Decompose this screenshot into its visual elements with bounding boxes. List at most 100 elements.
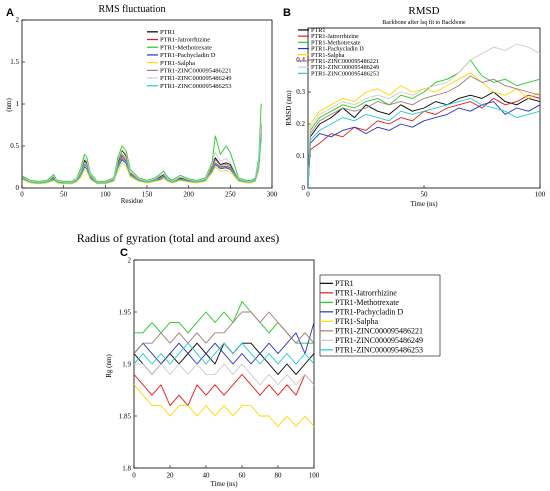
legend-box <box>319 274 441 357</box>
x-tick-label: 40 <box>203 472 211 480</box>
legend-entry: PTR1-Salpha <box>311 52 345 59</box>
legend-entry: PTR1-ZINC000095486253 <box>335 346 423 355</box>
series-line-7 <box>308 43 540 188</box>
series-line-4 <box>134 321 314 365</box>
chart-title: Radius of gyration (total and around axe… <box>77 231 280 245</box>
x-tick-label: 100 <box>535 191 546 199</box>
series-line-6 <box>22 128 262 183</box>
x-tick-label: 80 <box>275 472 283 480</box>
plot-area <box>21 19 273 189</box>
series-line-4 <box>308 101 540 188</box>
x-axis-title: Time (ns) <box>210 480 238 488</box>
chart-title: RMS fluctuation <box>99 4 166 15</box>
x-tick-label: 300 <box>267 191 278 199</box>
chart-title: RMSD <box>408 5 439 17</box>
x-tick-label: 50 <box>421 191 429 199</box>
y-tick-label: 1.95 <box>119 309 132 317</box>
series-line-2 <box>134 373 314 407</box>
legend-entry: PTR1-Jatrorrhizine <box>160 37 210 44</box>
legend: PTR1PTR1-JatrorrhizinePTR1-MethotrexateP… <box>298 27 379 77</box>
series-line-1 <box>308 91 540 188</box>
y-tick-label: 0 <box>302 184 306 192</box>
y-tick-label: 1.8 <box>122 465 131 473</box>
series-line-5 <box>22 141 262 185</box>
y-tick-label: 1.5 <box>10 58 19 66</box>
series-line-7 <box>22 120 262 183</box>
axis-ticks: 0 50 100 0 0.1 0.2 0.3 0.4 <box>296 56 546 198</box>
legend-entry: PTR1-ZINC000095486249 <box>335 336 423 345</box>
panel-rmsd: RMSD Backbone after lsq fit to Backbone … <box>285 5 546 208</box>
legend-entry: PTR1-Jatrorrhizine <box>335 289 397 298</box>
series-line-4 <box>22 137 262 184</box>
y-tick-label: 0.5 <box>10 142 19 150</box>
y-tick-label: 0.1 <box>296 152 305 160</box>
y-tick-label: 1.85 <box>119 413 132 421</box>
legend-entry: PTR1-ZINC000095486221 <box>160 68 232 75</box>
series-line-3 <box>134 301 314 344</box>
y-tick-label: 1 <box>16 100 20 108</box>
y-tick-label: 0.4 <box>296 56 305 64</box>
series-line-8 <box>308 97 540 188</box>
legend-entry: PTR1-Salpha <box>160 60 195 67</box>
plot-frame <box>307 27 541 189</box>
series-line-5 <box>308 72 540 188</box>
legend-entry: PTR1-ZINC000095486249 <box>311 64 379 71</box>
legend: PTR1PTR1-JatrorrhizinePTR1-MethotrexateP… <box>319 274 441 357</box>
legend-entry: PTR1-Methotrexate <box>160 44 212 51</box>
y-tick-label: 2 <box>128 257 132 265</box>
series-line-2 <box>22 132 262 184</box>
legend-entry: PTR1-Pachycladin D <box>311 46 364 53</box>
series-line-3 <box>22 103 262 182</box>
panel-letter-a: A <box>6 7 14 19</box>
series-line-8 <box>22 135 262 184</box>
y-axis-title: RMSD (nm) <box>285 90 293 126</box>
legend-entry: PTR1-Pachycladin D <box>160 52 216 59</box>
y-tick-label: 0 <box>16 184 20 192</box>
panel-letter-b: B <box>283 7 291 19</box>
x-tick-label: 200 <box>183 191 194 199</box>
panel-letter-c: C <box>120 247 128 259</box>
legend-entry: PTR1 <box>311 27 325 34</box>
axis-ticks: 0 50 100 150 200 250 300 0 0.5 1 1.5 2 <box>10 16 278 198</box>
x-tick-label: 20 <box>167 472 175 480</box>
series-line-7 <box>134 363 314 386</box>
x-tick-label: 100 <box>100 191 111 199</box>
x-tick-label: 0 <box>20 191 24 199</box>
x-tick-label: 250 <box>225 191 236 199</box>
x-tick-label: 0 <box>132 472 136 480</box>
chart-subtitle: Backbone after lsq fit to Backbone <box>382 19 466 26</box>
series-line-1 <box>22 124 262 183</box>
legend-entry: PTR1-Methotrexate <box>311 39 361 46</box>
legend-entry: PTR1-Salpha <box>335 317 379 326</box>
series-line-6 <box>134 311 314 355</box>
plot-area <box>133 259 315 469</box>
y-tick-label: 0.3 <box>296 88 305 96</box>
series-line-3 <box>308 59 540 188</box>
legend-entry: PTR1-Jatrorrhizine <box>311 33 359 40</box>
legend-entry: PTR1-ZINC000095486221 <box>335 327 423 336</box>
series-line-2 <box>308 94 540 188</box>
plot-area <box>307 27 541 189</box>
legend-entry: PTR1-ZINC000095486249 <box>160 75 232 82</box>
y-axis-title: (nm) <box>5 98 13 112</box>
y-tick-label: 1.9 <box>122 361 131 369</box>
axis-ticks: 0 20 40 60 80 100 1.8 1.85 1.9 1.95 2 <box>119 257 320 480</box>
x-tick-label: 100 <box>309 472 320 480</box>
legend-entry: PTR1-ZINC000095486253 <box>311 70 379 77</box>
legend-entry: PTR1-ZINC000095486253 <box>160 83 232 90</box>
x-tick-label: 50 <box>60 191 68 199</box>
x-axis-title: Time (ns) <box>410 200 438 208</box>
y-tick-label: 0.2 <box>296 120 305 128</box>
panel-rms-fluctuation: RMS fluctuation Residue (nm) 0 50 100 150 20… <box>5 4 278 205</box>
series-line-6 <box>308 75 540 188</box>
plot-frame <box>21 19 273 189</box>
legend-entry: PTR1 <box>335 279 354 288</box>
legend-entry: PTR1 <box>160 29 175 36</box>
legend-entry: PTR1-Methotrexate <box>335 298 399 307</box>
series-line-8 <box>134 342 314 365</box>
series-line-1 <box>134 342 314 375</box>
x-tick-label: 60 <box>239 472 247 480</box>
legend-entry: PTR1-Pachycladin D <box>335 308 403 317</box>
y-axis-title: Rg (nm) <box>105 354 113 378</box>
